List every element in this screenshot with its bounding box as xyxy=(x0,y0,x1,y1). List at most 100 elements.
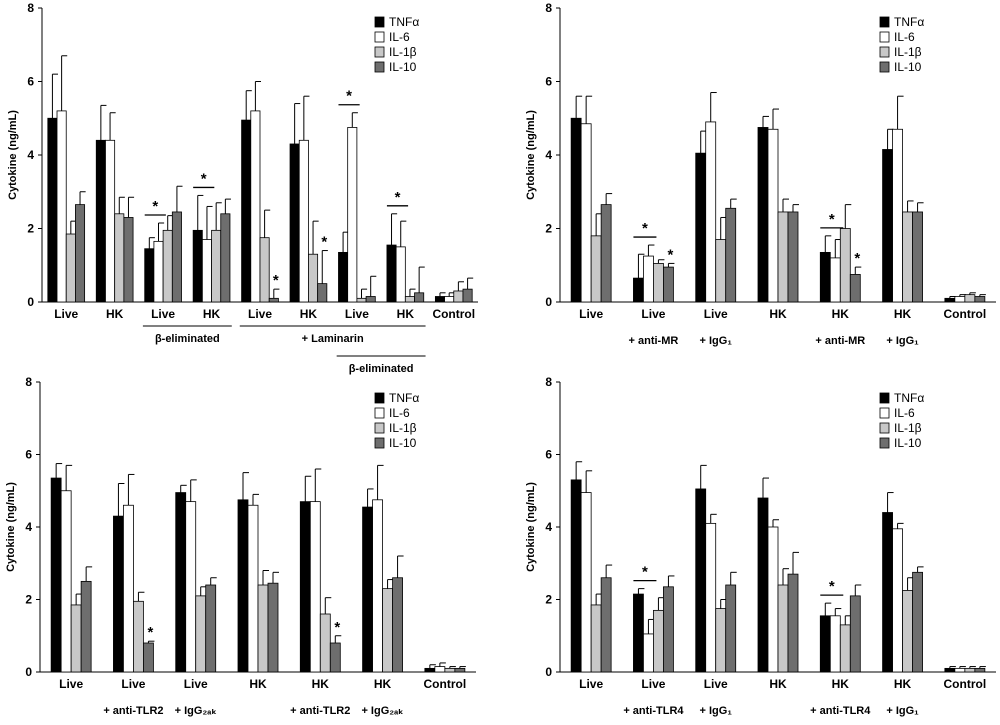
bar-IL10-4 xyxy=(849,595,861,673)
bar-IL10-5 xyxy=(912,211,923,303)
bar-IL1-0 xyxy=(590,604,602,673)
bar-IL6-2 xyxy=(705,522,717,673)
x-tick-label: Control xyxy=(944,307,987,321)
bar-TNF-0 xyxy=(570,117,582,303)
bar-IL10-4 xyxy=(329,642,341,673)
bar-TNF-4 xyxy=(819,251,831,303)
significance-star: * xyxy=(854,250,860,267)
bar-IL6-8 xyxy=(444,296,455,303)
significance-star: * xyxy=(642,220,648,237)
legend-swatch xyxy=(374,46,385,58)
bar-IL1-0 xyxy=(70,604,82,673)
x-tick-label: Live xyxy=(579,677,603,691)
y-axis-label: Cytokine (ng/mL) xyxy=(525,482,537,572)
bar-TNF-6 xyxy=(424,667,436,673)
bar-IL1-3 xyxy=(777,211,789,303)
x-tick-label: HK xyxy=(894,677,912,691)
bar-IL1-5 xyxy=(902,211,913,303)
bar-IL1-0 xyxy=(590,235,602,303)
bar-IL10-1 xyxy=(143,642,154,673)
x-tick-label: HK xyxy=(203,307,221,321)
x-sub-label: + IgG₁ xyxy=(886,335,919,347)
chart-panel-3: 0 2 4 6 8 Cytokine (ng/mL) Live * Live + anti-TLR… xyxy=(5,375,476,717)
legend-label: TNFα xyxy=(389,15,419,29)
bar-IL10-4 xyxy=(268,297,279,303)
y-tick-label: 6 xyxy=(545,448,552,462)
bar-IL6-5 xyxy=(298,139,309,303)
legend-label: IL-6 xyxy=(894,30,915,44)
bar-IL6-3 xyxy=(767,128,779,303)
x-tick-label: Control xyxy=(944,677,987,691)
significance-star: * xyxy=(152,198,158,215)
significance-star: * xyxy=(273,272,279,289)
bar-IL1-2 xyxy=(162,229,173,303)
y-tick-label: 0 xyxy=(545,295,552,309)
y-tick-label: 4 xyxy=(25,520,32,534)
bar-IL10-5 xyxy=(912,571,923,673)
bar-IL1-4 xyxy=(319,613,331,673)
y-axis-label: Cytokine (ng/mL) xyxy=(5,482,17,572)
bar-IL1-6 xyxy=(356,297,367,303)
bar-TNF-1 xyxy=(633,593,644,673)
bar-TNF-1 xyxy=(633,277,644,303)
bar-IL6-5 xyxy=(892,528,903,673)
x-sub-label: + anti-TLR2 xyxy=(103,705,163,717)
x-sub-label: + IgG₁ xyxy=(886,705,919,717)
bar-IL10-1 xyxy=(663,266,674,303)
x-tick-label: Live xyxy=(121,677,145,691)
x-tick-label: Live xyxy=(59,677,83,691)
chart-panel-4: 0 2 4 6 8 Cytokine (ng/mL) Live Live + anti-TLR4… xyxy=(525,375,996,717)
significance-star: * xyxy=(395,189,401,206)
bar-IL1-6 xyxy=(964,294,976,303)
bar-IL1-2 xyxy=(195,595,207,673)
bar-IL6-3 xyxy=(201,239,212,303)
x-tick-label: HK xyxy=(769,307,787,321)
bar-IL10-3 xyxy=(787,573,799,673)
x-tick-label: Control xyxy=(432,307,475,321)
bar-TNF-4 xyxy=(819,615,831,673)
x-tick-label: HK xyxy=(832,677,850,691)
bar-IL10-1 xyxy=(123,217,134,303)
bar-IL1-1 xyxy=(114,213,125,303)
bar-IL10-5 xyxy=(392,577,403,673)
significance-star: * xyxy=(829,211,835,228)
x-tick-label: HK xyxy=(249,677,267,691)
x-tick-label: HK xyxy=(106,307,124,321)
bar-IL6-1 xyxy=(105,139,116,303)
legend-swatch xyxy=(879,61,890,73)
x-sub-label: + anti-MR xyxy=(629,335,679,347)
bar-TNF-5 xyxy=(882,149,893,303)
bar-IL6-6 xyxy=(954,667,966,673)
bar-TNF-3 xyxy=(757,127,769,303)
bar-TNF-1 xyxy=(113,515,124,673)
bar-IL6-0 xyxy=(580,492,592,673)
bar-TNF-6 xyxy=(338,251,349,303)
bar-IL6-7 xyxy=(395,246,406,303)
legend-label: IL-10 xyxy=(894,436,922,450)
bar-TNF-8 xyxy=(434,296,445,303)
y-tick-label: 4 xyxy=(27,148,34,162)
bar-IL6-2 xyxy=(185,501,197,673)
bar-IL6-6 xyxy=(954,296,966,303)
legend-label: IL-6 xyxy=(894,406,915,420)
bar-IL1-4 xyxy=(839,624,851,673)
y-tick-label: 8 xyxy=(545,1,552,15)
bar-TNF-0 xyxy=(47,117,58,303)
bar-TNF-0 xyxy=(570,479,582,673)
y-tick-label: 8 xyxy=(27,1,34,15)
bar-IL1-2 xyxy=(715,239,727,303)
x-tick-label: Live xyxy=(248,307,272,321)
bar-IL10-6 xyxy=(365,296,376,303)
bar-TNF-3 xyxy=(237,499,249,673)
x-tick-label: HK xyxy=(397,307,415,321)
significance-star: * xyxy=(334,619,340,636)
legend-label: IL-10 xyxy=(894,60,922,74)
significance-star: * xyxy=(642,564,648,581)
x-sub-label: + anti-TLR4 xyxy=(623,705,684,717)
y-tick-label: 2 xyxy=(545,593,552,607)
x-tick-label: Live xyxy=(579,307,603,321)
bar-IL6-6 xyxy=(434,666,446,673)
legend-swatch xyxy=(879,16,890,28)
y-tick-label: 6 xyxy=(545,75,552,89)
